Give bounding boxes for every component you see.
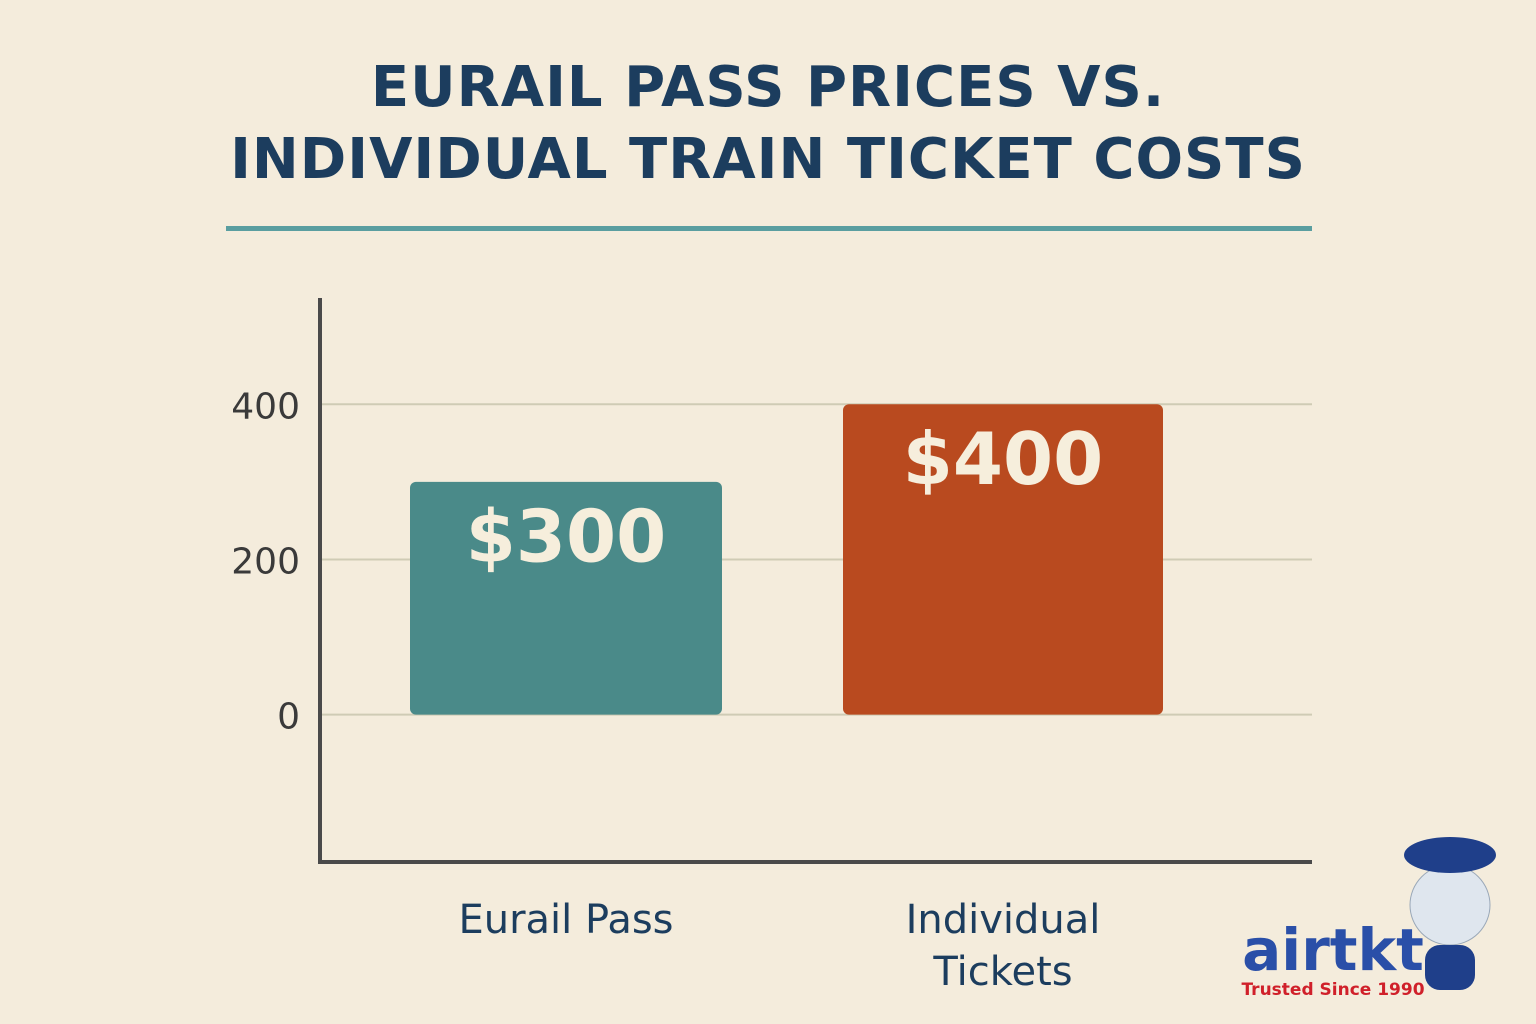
chart-title: EURAIL PASS PRICES VS. INDIVIDUAL TRAIN … (230, 55, 1306, 192)
logo-tagline: Trusted Since 1990 (1241, 980, 1425, 1000)
y-tick-label: 400 (231, 386, 300, 427)
mascot (1404, 837, 1496, 990)
mascot-body (1425, 945, 1475, 990)
logo-name: airtkt (1242, 916, 1424, 984)
x-tick-label: Individual Tickets (905, 897, 1101, 995)
value-label: $300 (466, 494, 666, 578)
bar (410, 481, 722, 715)
title-rule (226, 226, 1312, 231)
y-tick-label: 0 (277, 697, 300, 738)
logo: airtkt Trusted Since 1990 (1228, 920, 1438, 1000)
mascot-cap (1404, 837, 1496, 873)
x-tick-label: Eurail Pass (458, 897, 674, 943)
y-tick-label: 200 (231, 541, 300, 582)
value-label: $400 (903, 417, 1103, 501)
bar (843, 404, 1163, 715)
